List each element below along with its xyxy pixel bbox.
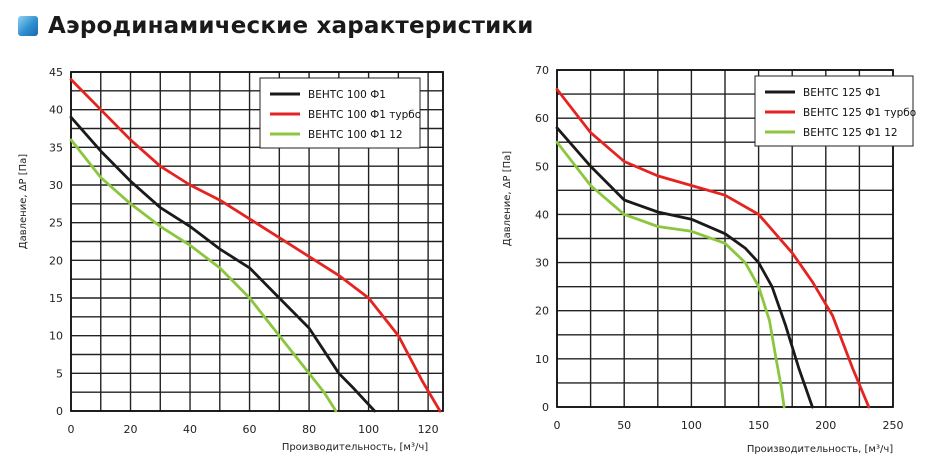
x-tick-label: 80	[302, 423, 316, 436]
y-tick-label: 35	[49, 141, 63, 154]
y-tick-label: 30	[49, 179, 63, 192]
y-tick-label: 30	[535, 257, 549, 270]
series-line-2	[555, 140, 786, 409]
x-axis-label: Производительность, [м³/ч]	[747, 444, 893, 455]
y-tick-label: 10	[535, 353, 549, 366]
x-tick-label: 40	[183, 423, 197, 436]
y-tick-label: 40	[49, 104, 63, 117]
y-tick-label: 0	[56, 405, 63, 418]
x-tick-label: 100	[358, 423, 379, 436]
series-line-1	[555, 87, 871, 409]
y-tick-label: 50	[535, 160, 549, 173]
page-header: Аэродинамические характеристики	[18, 8, 534, 44]
y-tick-label: 15	[49, 292, 63, 305]
legend-label-1: ВЕНТС 125 Ф1 турбо	[803, 107, 916, 119]
series-line-0	[69, 115, 376, 413]
y-tick-label: 45	[49, 66, 63, 79]
plot-frame	[70, 71, 444, 412]
legend-label-0: ВЕНТС 125 Ф1	[803, 87, 881, 99]
x-axis-label: Производительность, [м³/ч]	[282, 442, 428, 453]
y-tick-label: 25	[49, 217, 63, 230]
legend-label-2: ВЕНТС 100 Ф1 12	[308, 129, 403, 141]
x-tick-label: 200	[815, 419, 836, 432]
chart-vents-125: 0 50 100 150 200 250 0 10 20 30 40 50 60 70 Производит…	[502, 64, 916, 455]
y-tick-label: 5	[56, 367, 63, 380]
y-axis-label: Давление, ΔP [Па]	[18, 154, 29, 250]
y-tick-label: 20	[49, 254, 63, 267]
x-tick-label: 0	[554, 419, 561, 432]
page-title: Аэродинамические характеристики	[48, 13, 534, 39]
x-tick-label: 20	[124, 423, 138, 436]
x-tick-label: 150	[748, 419, 769, 432]
y-tick-label: 0	[542, 401, 549, 414]
y-tick-label: 40	[535, 208, 549, 221]
y-tick-label: 70	[535, 64, 549, 77]
plot-frame	[556, 69, 894, 408]
header-square-icon	[18, 16, 38, 36]
x-tick-label: 250	[883, 419, 904, 432]
x-tick-label: 60	[243, 423, 257, 436]
x-tick-label: 100	[681, 419, 702, 432]
series-line-2	[69, 138, 338, 413]
series-line-1	[69, 78, 442, 413]
legend-label-1: ВЕНТС 100 Ф1 турбо	[308, 109, 421, 121]
legend-label-2: ВЕНТС 125 Ф1 12	[803, 127, 898, 139]
x-tick-label: 120	[418, 423, 439, 436]
y-tick-label: 10	[49, 330, 63, 343]
series-line-0	[555, 126, 814, 409]
x-tick-label: 0	[68, 423, 75, 436]
chart-vents-100: 0 20 40 60 80 100 120 0 5 10 15 20 25 30 35 40 45 Произво…	[18, 66, 444, 453]
y-tick-label: 20	[535, 305, 549, 318]
y-axis-label: Давление, ΔP [Па]	[502, 151, 513, 247]
x-tick-label: 50	[617, 419, 631, 432]
y-tick-label: 60	[535, 112, 549, 125]
legend-label-0: ВЕНТС 100 Ф1	[308, 89, 386, 101]
